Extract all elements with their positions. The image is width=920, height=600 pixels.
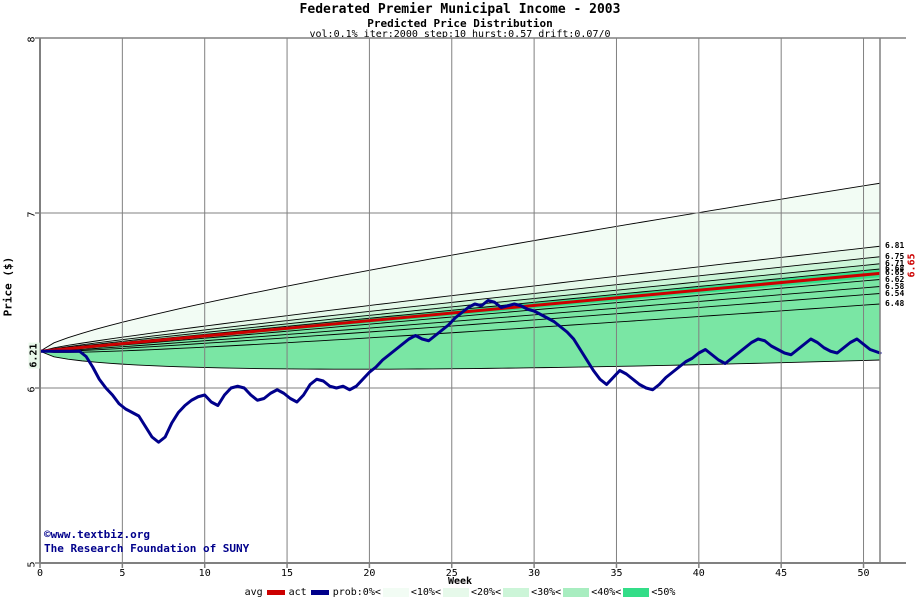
x-tick-label-35: 35: [610, 568, 623, 579]
legend-label-10: <10%<: [410, 586, 441, 598]
y-tick-label-8: 8: [26, 36, 38, 43]
right-value-label-6.62: 6.62: [885, 274, 905, 284]
band-outline-lower-2: [39, 293, 881, 352]
legend-swatch-11: [623, 587, 650, 597]
band-outline-lower-4: [39, 350, 881, 370]
x-axis-label: Week: [447, 576, 473, 587]
legend-label-avg: avg: [244, 586, 263, 598]
right-value-label-6.65: 6.65: [885, 268, 905, 278]
x-tick-label-25: 25: [445, 568, 458, 579]
band-outline-upper-3: [39, 263, 881, 352]
right-value-label-6.81: 6.81: [885, 241, 905, 251]
y-tick-label-7: 7: [26, 211, 38, 218]
band-outline-upper-0: [39, 182, 881, 352]
right-value-label-6.48: 6.48: [885, 299, 905, 308]
x-tick-label-20: 20: [363, 568, 376, 579]
band-outline-upper-1: [39, 245, 881, 352]
legend-marker-act: [310, 589, 329, 595]
x-tick-label-40: 40: [692, 568, 705, 579]
legend-label-30: <30%<: [531, 586, 562, 598]
legend-item-avg[interactable]: avg: [244, 587, 288, 598]
legend-item-act[interactable]: act: [288, 587, 332, 598]
credit-website[interactable]: ©www.textbiz.org: [44, 528, 150, 541]
y-axis-start-price-label: 6.21: [28, 342, 40, 369]
legend-label-act: act: [288, 586, 307, 598]
avg-end-value-label: 6.65: [906, 253, 918, 278]
chart-subtitle: Predicted Price Distribution: [367, 17, 553, 30]
x-tick-label-15: 15: [281, 568, 294, 579]
copyright-credit: ©www.textbiz.org The Research Foundation …: [44, 528, 249, 556]
probability-band-0: [40, 183, 880, 352]
band-outline-lower-1: [39, 286, 881, 352]
legend-label-50: <50%: [651, 586, 676, 598]
legend-label-40: <40%<: [591, 586, 622, 598]
x-tick-label-0: 0: [36, 568, 44, 579]
legend-swatch-7: [503, 587, 530, 597]
legend-marker-avg: [266, 589, 285, 595]
legend-label-prob:0: prob:0%<: [332, 586, 381, 598]
band-outline-lower-0: [39, 279, 881, 352]
x-tick-label-45: 45: [775, 568, 788, 579]
x-tick-label-50: 50: [857, 568, 870, 579]
chart-parameters: vol:0.1% iter:2000 step:10 hurst:0.57 dr…: [309, 29, 611, 40]
right-value-label-6.68: 6.68: [885, 264, 905, 273]
legend-label-20: <20%<: [470, 586, 502, 598]
legend-swatch-5: [442, 587, 469, 597]
right-value-label-6.75: 6.75: [885, 251, 905, 261]
legend-swatch-9: [563, 587, 590, 597]
x-tick-label-30: 30: [528, 568, 541, 579]
right-value-label-6.58: 6.58: [885, 281, 905, 291]
chart-title: Federated Premier Municipal Income - 200…: [299, 2, 621, 17]
legend-swatch-3: [382, 587, 409, 597]
y-tick-label-6: 6: [26, 386, 38, 393]
series-line-act: [38, 299, 882, 444]
credit-organization: The Research Foundation of SUNY: [44, 542, 250, 555]
right-value-label-6.54: 6.54: [885, 288, 905, 298]
band-outline-upper-2: [39, 256, 881, 352]
x-tick-label-5: 5: [119, 568, 126, 579]
chart-legend: avg act prob:0%< <10%< <20%< <30%< <40%< <50%: [0, 585, 920, 599]
right-value-label-6.71: 6.71: [885, 258, 905, 268]
band-outline-lower-3: [39, 303, 881, 353]
x-tick-label-10: 10: [198, 568, 211, 579]
